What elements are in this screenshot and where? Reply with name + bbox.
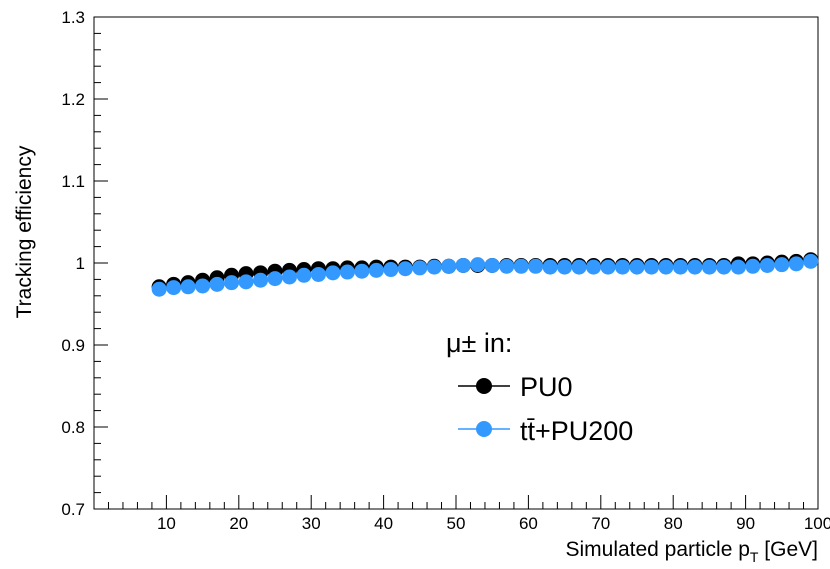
data-point (296, 267, 312, 283)
data-point (455, 257, 471, 273)
data-point (195, 278, 211, 294)
data-point (209, 276, 225, 292)
data-point (484, 257, 500, 273)
data-point (368, 262, 384, 278)
data-point (615, 259, 631, 275)
x-tick-label: 70 (591, 514, 610, 533)
y-tick-label: 0.8 (61, 418, 85, 437)
data-point (788, 256, 804, 272)
x-tick-label: 20 (229, 514, 248, 533)
data-point (658, 259, 674, 275)
data-point (701, 259, 717, 275)
y-tick-label: 0.7 (61, 500, 85, 519)
legend: μ± in: PU0 tt̄+PU200 (446, 328, 633, 446)
data-point (542, 259, 558, 275)
series-pu0 (151, 252, 819, 295)
x-axis-label-subscript: T (750, 549, 759, 565)
y-tick-label: 0.9 (61, 336, 85, 355)
y-tick-labels: 0.7 0.8 0.9 1 1.1 1.2 1.3 (61, 8, 85, 519)
data-point (730, 259, 746, 275)
x-tick-label: 80 (664, 514, 683, 533)
data-point (151, 281, 167, 297)
data-point (253, 272, 269, 288)
data-point (586, 259, 602, 275)
legend-marker-pu0 (476, 378, 492, 394)
data-point (383, 262, 399, 278)
x-tick-labels: 10 20 30 40 50 60 70 80 90 100 (157, 514, 830, 533)
data-point (441, 258, 457, 274)
x-tick-label: 10 (157, 514, 176, 533)
data-point (426, 259, 442, 275)
data-point (354, 263, 370, 279)
x-axis-label: Simulated particle pT [GeV] (565, 538, 818, 565)
y-axis-label: Tracking efficiency (13, 145, 36, 318)
data-point (412, 260, 428, 276)
data-point (643, 259, 659, 275)
data-point (716, 259, 732, 275)
series-ttbar-pu200 (151, 253, 819, 297)
legend-label-pu0: PU0 (520, 372, 573, 402)
data-point (687, 259, 703, 275)
x-tick-label: 90 (736, 514, 755, 533)
data-point (166, 280, 182, 296)
y-tick-label: 1 (76, 254, 85, 273)
data-point (310, 266, 326, 282)
data-point (238, 274, 254, 290)
legend-header: μ± in: (446, 328, 512, 358)
data-point (339, 264, 355, 280)
x-tick-label: 40 (374, 514, 393, 533)
data-point (571, 259, 587, 275)
series-layer (151, 252, 819, 297)
data-point (513, 258, 529, 274)
data-point (803, 253, 819, 269)
data-point (629, 259, 645, 275)
data-point (470, 257, 486, 273)
legend-marker-ttbar-pu200 (476, 421, 492, 437)
data-point (759, 257, 775, 273)
data-point (528, 258, 544, 274)
x-axis-label-main: Simulated particle p (565, 538, 749, 561)
data-point (180, 279, 196, 295)
data-point (224, 275, 240, 291)
data-point (557, 259, 573, 275)
legend-entry-pu0: PU0 (458, 372, 573, 402)
x-tick-label: 30 (302, 514, 321, 533)
data-point (325, 265, 341, 281)
data-point (281, 269, 297, 285)
legend-entry-ttbar-pu200: tt̄+PU200 (458, 416, 633, 446)
legend-label-ttbar-pu200: tt̄+PU200 (520, 416, 633, 446)
data-point (267, 271, 283, 287)
data-point (745, 258, 761, 274)
data-point (672, 259, 688, 275)
y-tick-label: 1.2 (61, 90, 85, 109)
data-point (499, 258, 515, 274)
x-tick-label: 100 (804, 514, 830, 533)
data-point (774, 257, 790, 273)
data-point (397, 261, 413, 277)
axis-ticks (93, 16, 819, 510)
y-tick-label: 1.1 (61, 172, 85, 191)
y-tick-label: 1.3 (61, 8, 85, 27)
x-tick-label: 50 (447, 514, 466, 533)
x-axis-label-unit: [GeV] (758, 538, 818, 561)
x-tick-label: 60 (519, 514, 538, 533)
data-point (600, 259, 616, 275)
